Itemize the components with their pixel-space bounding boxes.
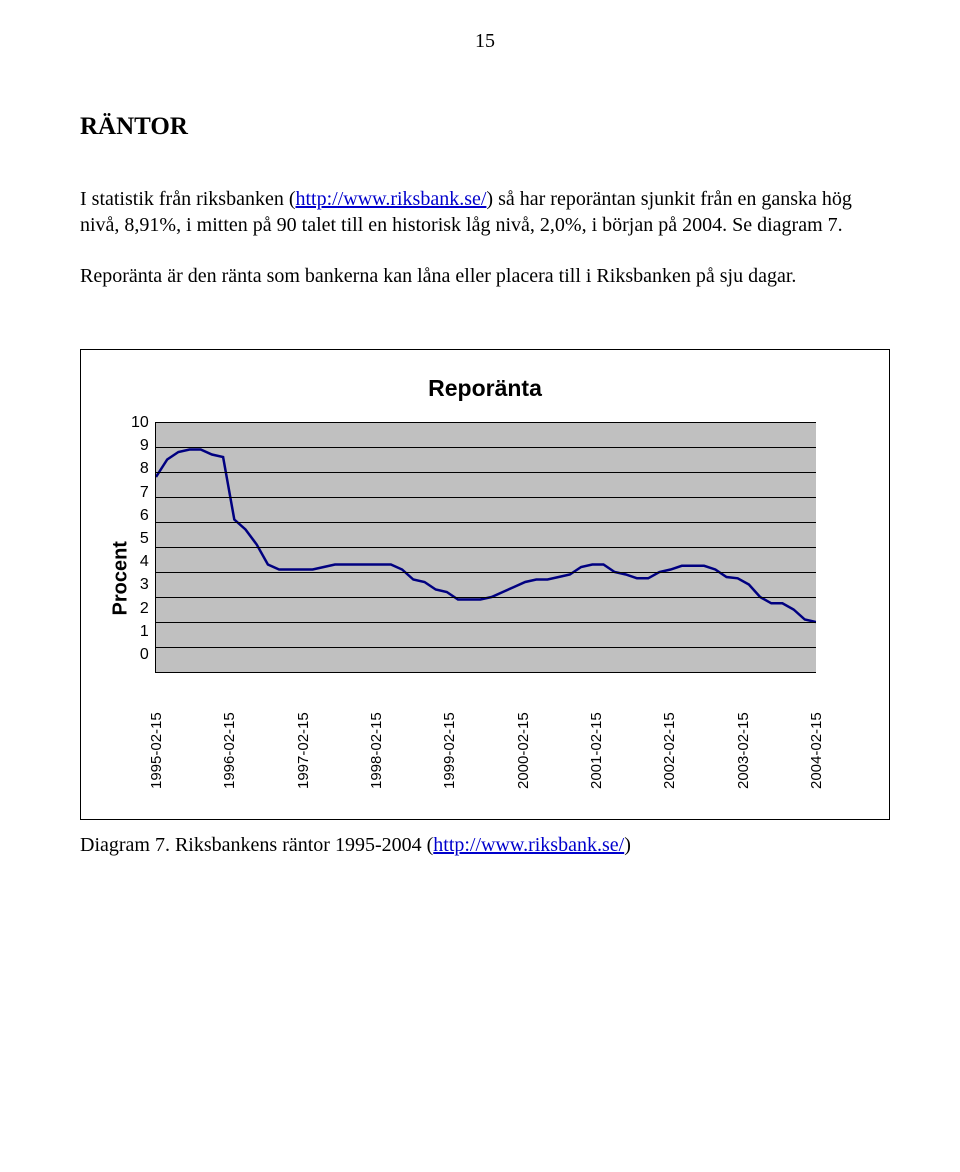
chart-inner: Procent 109876543210 1995-02-151996-02-1… [111, 422, 859, 789]
x-tick-label: 1996-02-15 [221, 712, 238, 789]
y-tick-label: 9 [131, 437, 149, 455]
chart-title: Reporänta [111, 375, 859, 402]
x-tick-label: 2001-02-15 [588, 712, 605, 789]
gridline [156, 622, 816, 623]
section-heading: RÄNTOR [80, 113, 890, 141]
gridline [156, 647, 816, 648]
y-tick-label: 8 [131, 460, 149, 478]
plot-area [155, 422, 816, 673]
y-tick-label: 10 [131, 414, 149, 432]
gridline [156, 522, 816, 523]
x-tick-label: 2002-02-15 [661, 712, 678, 789]
y-tick-label: 1 [131, 623, 149, 641]
y-axis-labels: 109876543210 [131, 414, 155, 664]
y-tick-label: 3 [131, 576, 149, 594]
y-tick-label: 5 [131, 530, 149, 548]
x-tick-label: 1999-02-15 [441, 712, 458, 789]
chart-container: Reporänta Procent 109876543210 1995-02-1… [80, 349, 890, 820]
x-tick-label: 1998-02-15 [368, 712, 385, 789]
chart-with-labels: 109876543210 1995-02-151996-02-151997-02… [131, 422, 859, 789]
caption-text-a: Diagram 7. Riksbankens räntor 1995-2004 … [80, 834, 433, 856]
y-tick-label: 0 [131, 646, 149, 664]
x-axis-labels: 1995-02-151996-02-151997-02-151998-02-15… [159, 679, 819, 789]
gridline [156, 447, 816, 448]
y-tick-label: 6 [131, 507, 149, 525]
chart-row: 109876543210 [131, 422, 859, 673]
x-tick-label: 2000-02-15 [515, 712, 532, 789]
gridline [156, 422, 816, 423]
document-page: 15 RÄNTOR I statistik från riksbanken (h… [0, 0, 960, 897]
paragraph-1-text-a: I statistik från riksbanken ( [80, 188, 296, 210]
figure-caption: Diagram 7. Riksbankens räntor 1995-2004 … [80, 834, 890, 857]
x-tick-label: 2004-02-15 [808, 712, 825, 789]
x-labels-row: 1995-02-15 1996-02-15 1997-02-15 1998-02-15… [131, 679, 859, 789]
gridline [156, 472, 816, 473]
caption-text-b: ) [624, 834, 631, 856]
paragraph-2: Reporänta är den ränta som bankerna kan … [80, 263, 890, 289]
gridline [156, 497, 816, 498]
y-tick-label: 7 [131, 484, 149, 502]
x-tick-label: 1995-02-15 [148, 712, 165, 789]
caption-link[interactable]: http://www.riksbank.se/ [433, 834, 624, 856]
gridline [156, 547, 816, 548]
x-tick-label: 1997-02-15 [295, 712, 312, 789]
paragraph-1: I statistik från riksbanken (http://www.… [80, 186, 890, 238]
y-tick-label: 4 [131, 553, 149, 571]
gridline [156, 572, 816, 573]
y-tick-label: 2 [131, 600, 149, 618]
riksbank-link[interactable]: http://www.riksbank.se/ [296, 188, 487, 210]
x-tick-label: 2003-02-15 [735, 712, 752, 789]
y-axis-title: Procent [110, 596, 133, 616]
gridline [156, 597, 816, 598]
page-number: 15 [80, 30, 890, 53]
